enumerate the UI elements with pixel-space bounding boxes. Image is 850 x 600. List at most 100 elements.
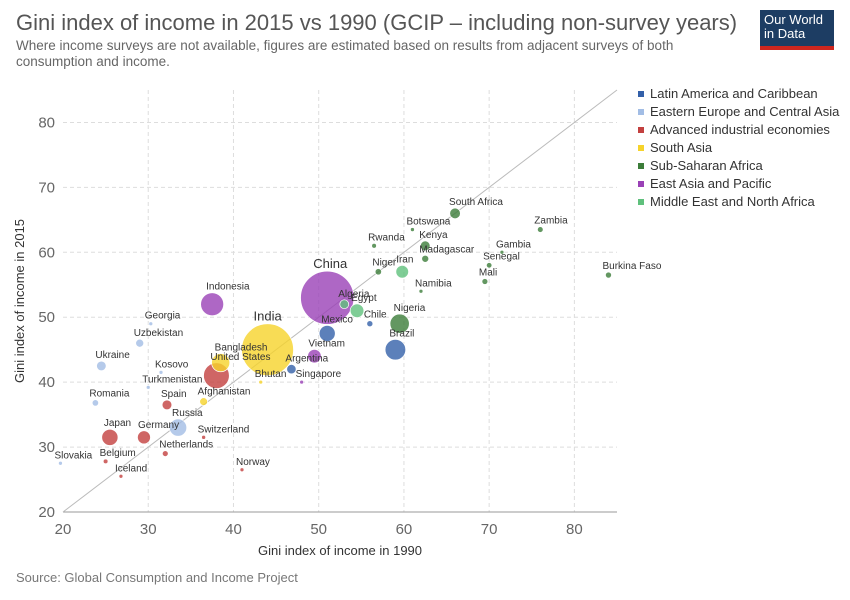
point-vietnam[interactable]	[307, 349, 322, 364]
point-belgium[interactable]	[102, 458, 109, 465]
point-uzbekistan[interactable]	[135, 338, 145, 348]
point-mali[interactable]	[481, 278, 489, 285]
point-slovakia[interactable]	[58, 460, 63, 466]
y-axis-label: Gini index of income in 2015	[12, 219, 27, 383]
point-label: Bhutan	[255, 369, 287, 380]
point-india[interactable]	[241, 323, 294, 377]
y-tick-label: 70	[38, 179, 55, 196]
legend-swatch	[638, 109, 644, 115]
point-spain[interactable]	[161, 399, 173, 411]
point-indonesia[interactable]	[200, 292, 225, 317]
y-tick-label: 20	[38, 504, 55, 521]
legend-swatch	[638, 199, 644, 205]
point-gambia[interactable]	[499, 249, 505, 255]
point-norway[interactable]	[239, 467, 245, 473]
point-label: South Africa	[449, 197, 503, 208]
point-china[interactable]	[300, 270, 355, 325]
point-niger[interactable]	[374, 268, 382, 276]
x-tick-label: 20	[55, 521, 72, 538]
axis-ticks: 20 30 40 50 60 70 80 20 30 40 50 60 70 80	[38, 114, 582, 538]
y-tick-label: 80	[38, 114, 55, 131]
point-label: Slovakia	[54, 450, 92, 461]
legend-item[interactable]: Eastern Europe and Central Asia	[650, 104, 840, 119]
point-label: Afghanistan	[198, 387, 251, 398]
point-argentina[interactable]	[286, 364, 297, 375]
point-brazil[interactable]	[384, 339, 407, 361]
legend-swatch	[638, 127, 644, 133]
point-label: Botswana	[406, 217, 450, 228]
point-burkina-faso[interactable]	[605, 271, 612, 279]
point-namibia[interactable]	[418, 288, 424, 294]
point-russia[interactable]	[169, 418, 188, 437]
point-singapore[interactable]	[299, 379, 304, 385]
point-label: Germany	[138, 420, 179, 431]
point-kenya[interactable]	[419, 240, 431, 252]
point-bangladesh[interactable]	[211, 353, 231, 373]
legend-item[interactable]: Middle East and North Africa	[650, 194, 816, 209]
point-mexico[interactable]	[318, 325, 336, 342]
point-egypt[interactable]	[349, 303, 365, 318]
point-label: Bangladesh	[215, 343, 268, 354]
point-label: Gambia	[496, 239, 531, 250]
x-tick-label: 70	[481, 521, 498, 538]
point-label: Namibia	[415, 278, 452, 289]
logo-accent-bar	[760, 46, 834, 50]
point-label: Georgia	[145, 311, 181, 322]
point-label: Vietnam	[308, 338, 345, 349]
point-ukraine[interactable]	[96, 360, 107, 372]
point-label: Turkmenistan	[142, 374, 202, 385]
x-tick-label: 60	[396, 521, 413, 538]
x-tick-label: 40	[225, 521, 242, 538]
point-germany[interactable]	[137, 430, 151, 445]
point-label: Niger	[372, 258, 397, 269]
owid-logo[interactable]: Our World in Data	[760, 10, 834, 50]
point-south-africa[interactable]	[449, 207, 461, 220]
y-tick-label: 30	[38, 439, 55, 456]
point-zambia[interactable]	[537, 226, 544, 233]
point-georgia[interactable]	[148, 321, 154, 327]
point-bhutan[interactable]	[258, 379, 264, 385]
point-romania[interactable]	[91, 399, 99, 407]
point-label: Kenya	[419, 230, 448, 241]
point-kosovo[interactable]	[158, 370, 164, 375]
legend-swatch	[638, 145, 644, 151]
point-label: Japan	[104, 418, 131, 429]
point-switzerland[interactable]	[201, 434, 207, 440]
point-japan[interactable]	[101, 428, 119, 446]
point-label: Spain	[161, 389, 187, 400]
point-label: Argentina	[285, 353, 328, 364]
point-label: Algeria	[338, 289, 370, 300]
point-label: Rwanda	[368, 232, 405, 243]
point-iceland[interactable]	[118, 473, 124, 479]
point-label: Singapore	[296, 369, 342, 380]
point-nigeria[interactable]	[389, 313, 410, 334]
legend-item[interactable]: Latin America and Caribbean	[650, 86, 818, 101]
point-senegal[interactable]	[486, 262, 493, 269]
point-chile[interactable]	[366, 320, 374, 328]
point-iran[interactable]	[395, 265, 409, 279]
legend-item[interactable]: Sub-Saharan Africa	[650, 158, 764, 173]
point-turkmenistan[interactable]	[145, 384, 151, 390]
point-rwanda[interactable]	[371, 243, 377, 249]
legend: Latin America and Caribbean Eastern Europ…	[638, 86, 840, 209]
point-label: Burkina Faso	[602, 261, 661, 272]
point-label: Nigeria	[394, 303, 426, 314]
legend-item[interactable]: South Asia	[650, 140, 713, 155]
point-algeria[interactable]	[339, 299, 350, 310]
point-label: Chile	[364, 310, 387, 321]
legend-swatch	[638, 181, 644, 187]
point-afghanistan[interactable]	[199, 397, 208, 406]
point-label: Iran	[396, 254, 413, 265]
point-label: Zambia	[534, 216, 568, 227]
point-label: Kosovo	[155, 359, 189, 370]
legend-item[interactable]: East Asia and Pacific	[650, 176, 772, 191]
point-madagascar[interactable]	[421, 254, 430, 263]
point-label: China	[313, 256, 348, 271]
legend-swatch	[638, 91, 644, 97]
point-botswana[interactable]	[410, 227, 415, 232]
legend-swatch	[638, 163, 644, 169]
legend-item[interactable]: Advanced industrial economies	[650, 122, 830, 137]
point-label: Netherlands	[159, 440, 213, 451]
point-netherlands[interactable]	[161, 450, 169, 457]
